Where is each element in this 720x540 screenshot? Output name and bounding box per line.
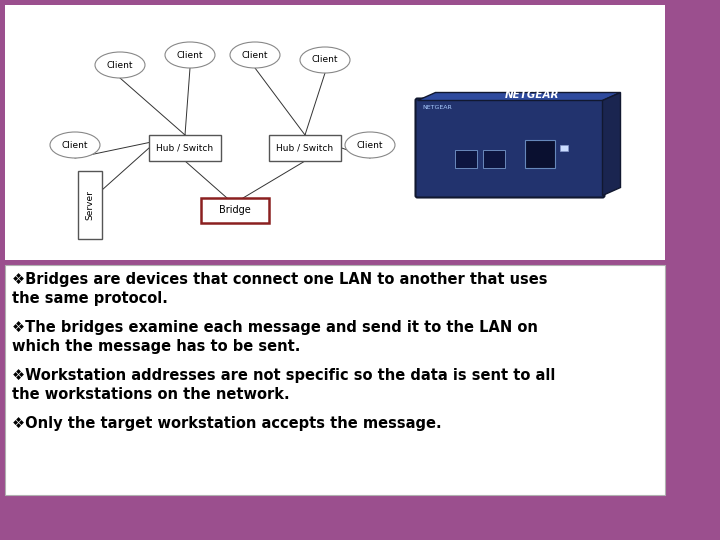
Text: Server: Server: [86, 190, 94, 220]
Text: Hub / Switch: Hub / Switch: [276, 144, 333, 152]
Text: ❖Only the target workstation accepts the message.: ❖Only the target workstation accepts the…: [12, 416, 441, 431]
Ellipse shape: [165, 42, 215, 68]
Bar: [525, 140, 555, 168]
Bar: [78, 171, 102, 239]
Text: Bridge: Bridge: [219, 205, 251, 215]
FancyBboxPatch shape: [415, 98, 605, 198]
Text: NETGEAR: NETGEAR: [505, 91, 559, 100]
Polygon shape: [418, 92, 621, 100]
Ellipse shape: [300, 47, 350, 73]
Ellipse shape: [95, 52, 145, 78]
Bar: [483, 150, 505, 168]
Text: Client: Client: [107, 60, 133, 70]
Ellipse shape: [230, 42, 280, 68]
Text: NETGEAR: NETGEAR: [423, 105, 452, 110]
Text: Hub / Switch: Hub / Switch: [156, 144, 214, 152]
Text: Client: Client: [176, 51, 203, 59]
Ellipse shape: [345, 132, 395, 158]
Text: Client: Client: [242, 51, 269, 59]
Bar: [5, 265, 665, 495]
Text: ❖Bridges are devices that connect one LAN to another that uses
the same protocol: ❖Bridges are devices that connect one LA…: [12, 272, 547, 306]
Bar: [201, 198, 269, 222]
Text: Client: Client: [312, 56, 338, 64]
Bar: [269, 135, 341, 161]
Text: Client: Client: [356, 140, 383, 150]
Text: ❖The bridges examine each message and send it to the LAN on
which the message ha: ❖The bridges examine each message and se…: [12, 320, 538, 354]
Polygon shape: [603, 92, 621, 195]
Ellipse shape: [50, 132, 100, 158]
Bar: [149, 135, 221, 161]
Text: ❖Workstation addresses are not specific so the data is sent to all
the workstati: ❖Workstation addresses are not specific …: [12, 368, 555, 402]
Bar: [5, 5, 665, 260]
Text: Client: Client: [62, 140, 89, 150]
Bar: [560, 145, 568, 151]
Bar: [455, 150, 477, 168]
